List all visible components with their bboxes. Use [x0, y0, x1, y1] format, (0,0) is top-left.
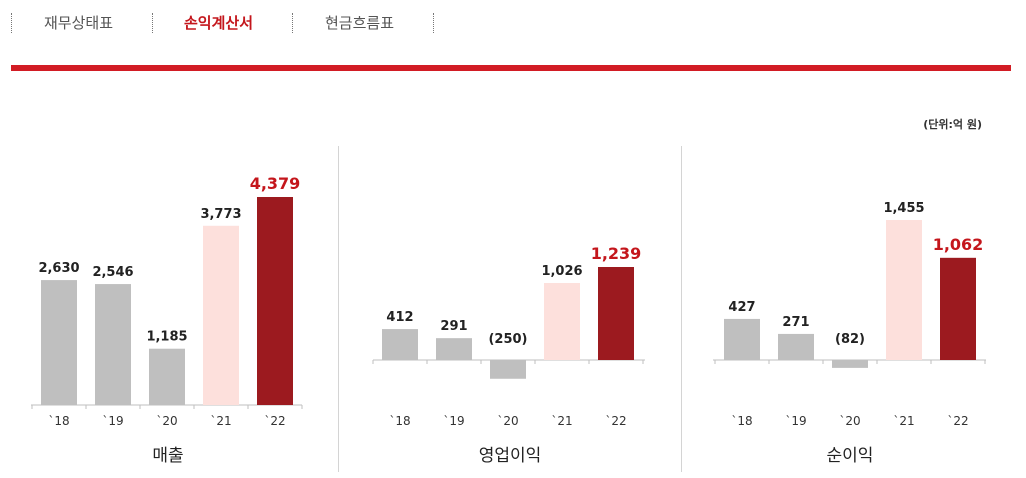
value-label-net-income-1: 271	[782, 315, 809, 330]
tab-cash-flow[interactable]: 현금흐름표	[325, 14, 395, 32]
bar-operating-profit-2	[490, 360, 526, 379]
bar-operating-profit-4	[598, 267, 634, 360]
bar-sales-4	[257, 197, 293, 405]
chart-title-net-income: 순이익	[827, 446, 874, 466]
value-label-operating-profit-1: 291	[440, 319, 467, 334]
value-label-sales-2: 1,185	[146, 330, 187, 345]
x-tick-label: `22	[605, 414, 626, 428]
x-tick-label: `21	[551, 414, 572, 428]
x-tick-label: `20	[497, 414, 518, 428]
value-label-operating-profit-3: 1,026	[541, 264, 582, 279]
value-label-operating-profit-4: 1,239	[591, 244, 642, 263]
x-tick-label: `19	[443, 414, 464, 428]
value-label-net-income-2: (82)	[835, 332, 865, 347]
tab-income-statement[interactable]: 손익계산서	[184, 14, 254, 32]
panel-divider	[338, 146, 339, 472]
x-tick-label: `18	[731, 414, 752, 428]
bar-operating-profit-3	[544, 282, 580, 360]
bar-net-income-2	[832, 360, 868, 368]
bar-net-income-1	[778, 333, 814, 360]
x-tick-label: `21	[210, 414, 231, 428]
x-tick-label: `19	[785, 414, 806, 428]
tab-separator	[11, 13, 12, 33]
value-label-sales-3: 3,773	[200, 207, 241, 222]
bar-operating-profit-0	[382, 329, 418, 360]
bar-operating-profit-1	[436, 338, 472, 360]
value-label-net-income-3: 1,455	[883, 201, 924, 216]
value-label-sales-0: 2,630	[38, 261, 79, 276]
bar-net-income-4	[940, 257, 976, 360]
value-label-net-income-0: 427	[728, 300, 755, 315]
x-tick-label: `18	[48, 414, 69, 428]
statement-tabs: 재무상태표 손익계산서 현금흐름표	[0, 0, 1026, 46]
x-tick-label: `19	[102, 414, 123, 428]
x-tick-label: `20	[156, 414, 177, 428]
tab-underline-bar	[11, 65, 1011, 71]
panel-divider	[681, 146, 682, 472]
chart-title-sales: 매출	[152, 446, 183, 466]
value-label-sales-4: 4,379	[250, 174, 301, 193]
value-label-operating-profit-2: (250)	[488, 332, 527, 347]
tab-balance-sheet[interactable]: 재무상태표	[44, 14, 114, 32]
x-tick-label: `18	[389, 414, 410, 428]
tab-separator	[152, 13, 153, 33]
x-tick-label: `22	[947, 414, 968, 428]
tab-separator	[292, 13, 293, 33]
value-label-sales-1: 2,546	[92, 265, 133, 280]
bar-sales-2	[149, 348, 185, 405]
tab-separator	[433, 13, 434, 33]
bar-sales-1	[95, 284, 131, 405]
bar-net-income-3	[886, 220, 922, 360]
x-tick-label: `22	[264, 414, 285, 428]
bar-sales-3	[203, 225, 239, 405]
chart-title-operating-profit: 영업이익	[479, 446, 542, 466]
bar-net-income-0	[724, 318, 760, 360]
x-tick-label: `20	[839, 414, 860, 428]
bar-sales-0	[41, 280, 77, 405]
value-label-operating-profit-0: 412	[386, 310, 413, 325]
x-tick-label: `21	[893, 414, 914, 428]
value-label-net-income-4: 1,062	[933, 235, 984, 254]
unit-label: (단위:억 원)	[923, 118, 982, 131]
